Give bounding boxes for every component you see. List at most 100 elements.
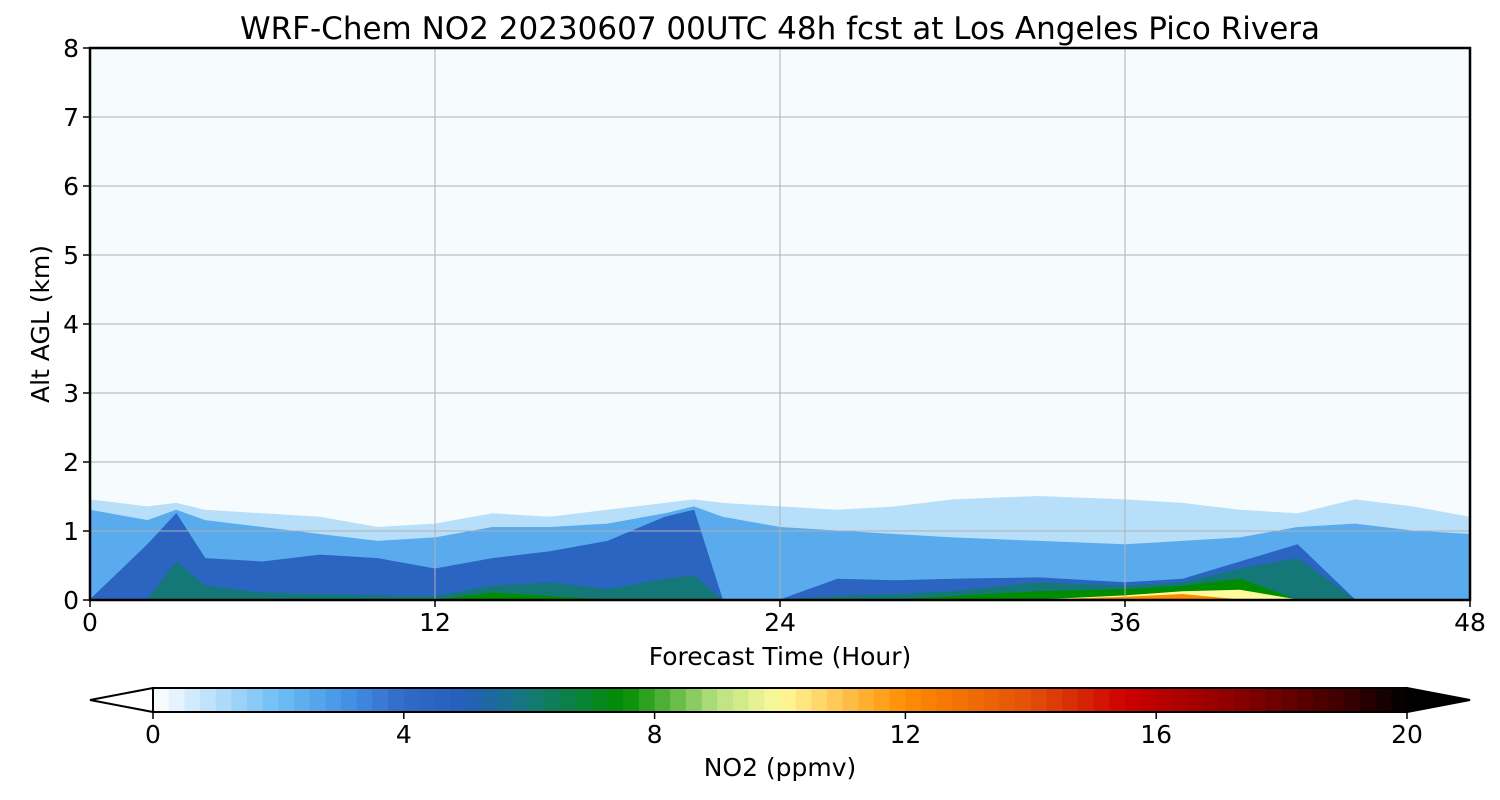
colorbar-label: NO2 (ppmv): [704, 753, 857, 782]
colorbar-segment: [356, 688, 374, 712]
colorbar-extend-high: [1406, 686, 1471, 714]
colorbar-segment: [811, 688, 828, 712]
x-tick-label: 48: [1454, 608, 1486, 637]
colorbar-segment: [1109, 688, 1126, 712]
colorbar-segment: [921, 688, 938, 712]
colorbar-segment: [607, 688, 624, 712]
colorbar-segment: [372, 688, 389, 712]
y-tick-label: 4: [63, 310, 79, 339]
colorbar-segment: [795, 688, 812, 712]
colorbar-segment: [1156, 688, 1173, 712]
colorbar-segment: [1250, 688, 1267, 712]
colorbar-segments: [153, 688, 1408, 712]
colorbar-segment: [1312, 688, 1330, 712]
colorbar-segment: [983, 688, 1001, 712]
colorbar-segment: [638, 688, 656, 712]
colorbar-segment: [1234, 688, 1251, 712]
colorbar-segment: [1015, 688, 1032, 712]
colorbar-segment: [670, 688, 687, 712]
colorbar-segment: [1359, 688, 1377, 712]
colorbar-segment: [623, 688, 640, 712]
y-tick-label: 1: [63, 517, 79, 546]
colorbar-segment: [497, 688, 515, 712]
y-tick-label: 6: [63, 172, 79, 201]
colorbar-segment: [732, 688, 750, 712]
x-tick-label: 24: [764, 608, 796, 637]
y-tick-label: 0: [63, 586, 79, 615]
colorbar-segment: [1030, 688, 1048, 712]
colorbar-segment: [513, 688, 530, 712]
colorbar-segment: [184, 688, 201, 712]
colorbar-frame: [152, 687, 1408, 713]
colorbar-segment: [294, 688, 311, 712]
colorbar-segment: [1203, 688, 1220, 712]
colorbar-segment: [1281, 688, 1298, 712]
colorbar-segment: [544, 688, 562, 712]
colorbar-segment: [168, 688, 185, 712]
colorbar-segment: [435, 688, 452, 712]
x-tick-label: 36: [1109, 608, 1141, 637]
colorbar-segment: [325, 688, 342, 712]
colorbar-segment: [576, 688, 593, 712]
y-tick-label: 7: [63, 103, 79, 132]
x-axis-label: Forecast Time (Hour): [649, 642, 912, 671]
y-tick-label: 5: [63, 241, 79, 270]
colorbar-segment: [247, 688, 264, 712]
y-tick-label: 8: [63, 34, 79, 63]
colorbar-ticks: 0 4 8 12 16 20: [145, 712, 1423, 749]
colorbar-segment: [1391, 688, 1408, 712]
y-tick-label: 2: [63, 448, 79, 477]
colorbar-segment: [968, 688, 985, 712]
colorbar-segment: [1171, 688, 1189, 712]
x-axis-ticks: 0 12 24 36 48: [82, 600, 1486, 637]
colorbar-segment: [874, 688, 891, 712]
colorbar-segment: [200, 688, 217, 712]
colorbar-segment: [529, 688, 546, 712]
colorbar-tick-label: 8: [647, 720, 663, 749]
colorbar-segment: [278, 688, 295, 712]
colorbar-segment: [858, 688, 875, 712]
colorbar-tick-label: 16: [1140, 720, 1172, 749]
colorbar-segment: [403, 688, 421, 712]
colorbar-segment: [466, 688, 483, 712]
colorbar-segment: [717, 688, 734, 712]
colorbar-segment: [748, 688, 765, 712]
colorbar-segment: [388, 688, 405, 712]
x-tick-label: 0: [82, 608, 98, 637]
chart-title: WRF-Chem NO2 20230607 00UTC 48h fcst at …: [240, 11, 1320, 47]
colorbar-segment: [827, 688, 844, 712]
x-tick-label: 12: [419, 608, 451, 637]
colorbar-segment: [560, 688, 577, 712]
colorbar-segment: [889, 688, 907, 712]
colorbar-segment: [153, 688, 170, 712]
colorbar-segment: [419, 688, 436, 712]
colorbar-segment: [1140, 688, 1157, 712]
y-tick-label: 3: [63, 379, 79, 408]
colorbar-segment: [1077, 688, 1095, 712]
colorbar-segment: [1328, 688, 1345, 712]
colorbar-segment: [341, 688, 358, 712]
colorbar-segment: [482, 688, 499, 712]
colorbar-segment: [905, 688, 922, 712]
colorbar-segment: [450, 688, 468, 712]
colorbar-segment: [780, 688, 797, 712]
colorbar-segment: [936, 688, 954, 712]
colorbar-segment: [591, 688, 609, 712]
colorbar-segment: [999, 688, 1016, 712]
y-axis-label: Alt AGL (km): [26, 245, 55, 403]
colorbar-tick-label: 12: [889, 720, 921, 749]
colorbar-segment: [1187, 688, 1204, 712]
colorbar-segment: [1093, 688, 1110, 712]
colorbar-segment: [1124, 688, 1142, 712]
colorbar-segment: [262, 688, 280, 712]
colorbar-tick-label: 20: [1391, 720, 1423, 749]
colorbar-tick-label: 0: [145, 720, 161, 749]
plot-area: [88, 46, 1472, 602]
y-axis-ticks: 0 1 2 3 4 5 6 7 8: [63, 34, 90, 615]
colorbar-extend-low: [89, 686, 154, 714]
grid-lines: [90, 48, 1470, 600]
colorbar-segment: [1375, 688, 1392, 712]
colorbar-segment: [654, 688, 671, 712]
colorbar-segment: [215, 688, 232, 712]
colorbar-segment: [1265, 688, 1283, 712]
